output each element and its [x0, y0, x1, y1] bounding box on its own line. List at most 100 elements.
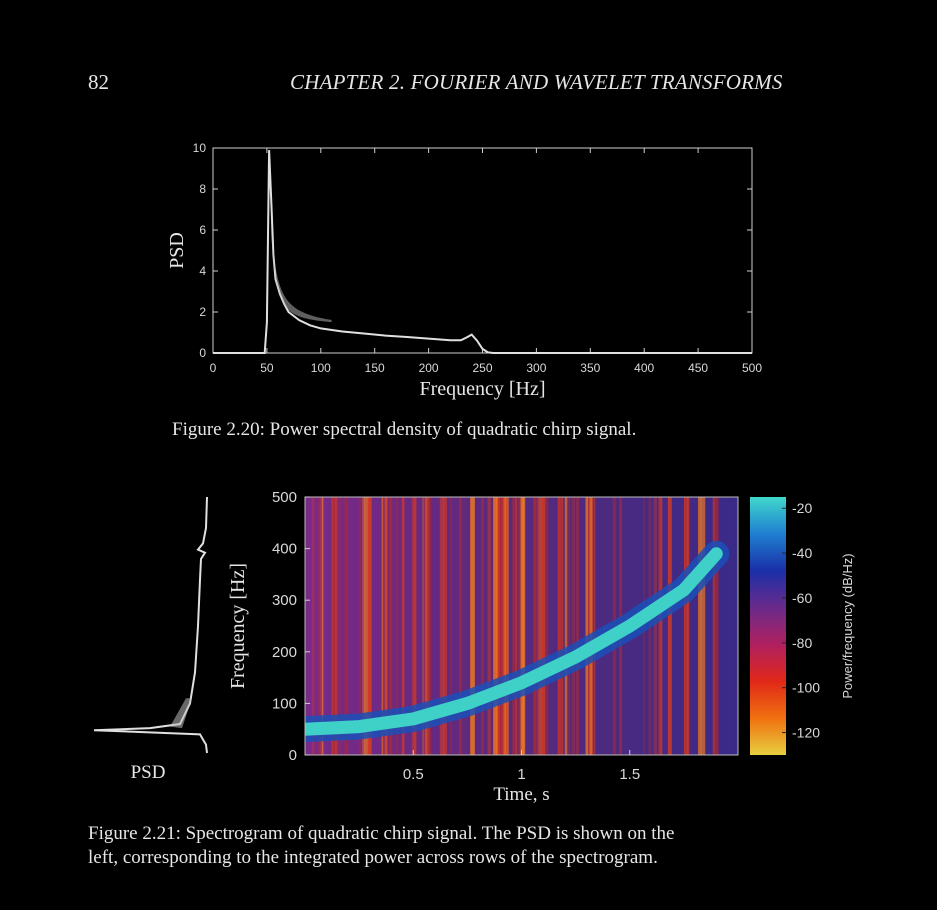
- spec-x-axis-label: Time, s: [493, 784, 549, 805]
- spectrogram-stripe: [522, 497, 526, 755]
- spectrogram-stripe: [496, 497, 498, 755]
- spectrogram-stripe: [383, 497, 389, 755]
- spec-y-tick-label: 300: [272, 592, 297, 609]
- spectrogram-stripe: [503, 497, 507, 755]
- spectrogram-stripe: [540, 497, 546, 755]
- chapter-title: CHAPTER 2. FOURIER AND WAVELET TRANSFORM…: [290, 70, 783, 94]
- psd-y-tick-label: 0: [199, 346, 206, 360]
- spec-y-tick-label: 500: [272, 489, 297, 506]
- spectrogram-stripe: [512, 497, 515, 755]
- spectrogram-stripe: [564, 497, 568, 755]
- spectrogram-stripe: [518, 497, 521, 755]
- spectrogram-stripe: [364, 497, 369, 755]
- figure-2-21-caption-line1: Figure 2.21: Spectrogram of quadratic ch…: [88, 823, 675, 844]
- spectrogram-stripe: [683, 497, 689, 755]
- spec-y-tick-label: 400: [272, 541, 297, 558]
- spectrogram-stripe: [515, 497, 518, 755]
- spectrogram-stripe: [335, 497, 338, 755]
- psd-x-tick-label: 350: [580, 361, 600, 375]
- spectrogram-stripe: [505, 497, 508, 755]
- colorbar: [750, 497, 786, 755]
- spectrogram-stripe: [423, 497, 429, 755]
- psd-plot-frame: [212, 147, 753, 354]
- side-psd-curve: [93, 496, 208, 754]
- colorbar-tick-label: -40: [792, 545, 812, 561]
- figure-2-20-caption: Figure 2.20: Power spectral density of q…: [172, 419, 637, 440]
- spectrogram-stripe: [520, 497, 525, 755]
- spectrogram-stripe: [358, 497, 362, 755]
- psd-y-tick-label: 2: [199, 305, 206, 319]
- spectrogram-stripe: [382, 497, 384, 755]
- spectrogram-stripe: [501, 497, 506, 755]
- colorbar-tick-label: -100: [792, 680, 820, 696]
- page-number: 82: [88, 70, 109, 94]
- spectrogram-stripe: [585, 497, 589, 755]
- figure-2-21-caption-line2: left, corresponding to the integrated po…: [88, 847, 658, 868]
- psd-y-tick-label: 4: [199, 264, 206, 278]
- spectrogram-stripe: [470, 497, 475, 755]
- psd-x-tick-label: 200: [419, 361, 439, 375]
- spectrogram-stripe: [684, 497, 687, 755]
- spec-x-tick-label: 1.5: [619, 766, 640, 783]
- spectrogram-stripe: [715, 497, 719, 755]
- spectrogram-stripe: [576, 497, 579, 755]
- psd-y-axis-label: PSD: [166, 232, 188, 269]
- spectrogram-stripe: [442, 497, 447, 755]
- spectrogram-stripe: [537, 497, 542, 755]
- spectrogram-stripe: [401, 497, 405, 755]
- spectrogram-stripe: [411, 497, 417, 755]
- spectrogram-stripe: [698, 497, 702, 755]
- chirp-ridge: [305, 547, 723, 736]
- spec-y-tick-label: 200: [272, 644, 297, 661]
- spectrogram-stripe: [332, 497, 336, 755]
- spectrogram-stripe: [362, 497, 365, 755]
- psd-x-tick-label: 300: [526, 361, 546, 375]
- colorbar-tick-label: -60: [792, 590, 812, 606]
- spectrogram-stripe: [450, 497, 452, 755]
- colorbar-tick-label: -80: [792, 635, 812, 651]
- spectrogram-stripe: [317, 497, 320, 755]
- spectrogram-stripe: [439, 497, 445, 755]
- spectrogram-stripe: [712, 497, 715, 755]
- psd-y-tick-label: 8: [199, 182, 206, 196]
- psd-series-line: [213, 150, 752, 354]
- spectrogram-stripe: [338, 497, 341, 755]
- spectrogram-stripe: [557, 497, 561, 755]
- spectrogram-stripe: [422, 497, 425, 755]
- spec-y-tick-label: 100: [272, 695, 297, 712]
- spectrogram-stripe: [331, 497, 335, 755]
- psd-x-tick-label: 0: [210, 361, 217, 375]
- colorbar-tick-label: -120: [792, 725, 820, 741]
- spectrogram-stripe: [395, 497, 399, 755]
- spectrogram-stripe: [545, 497, 549, 755]
- spectrogram-stripe: [573, 497, 575, 755]
- spectrogram-stripe: [533, 497, 539, 755]
- spectrogram-stripe: [459, 497, 462, 755]
- spectrogram-stripe: [481, 497, 484, 755]
- spectrogram-stripe: [487, 497, 491, 755]
- spectrogram-stripe: [589, 497, 593, 755]
- spectrogram-stripe: [493, 497, 497, 755]
- spectrogram-stripe: [571, 497, 574, 755]
- spectrogram-stripe: [658, 497, 663, 755]
- psd-x-axis-label: Frequency [Hz]: [419, 378, 545, 400]
- spectrogram-stripe: [311, 497, 315, 755]
- colorbar-label: Power/frequency (dB/Hz): [840, 553, 855, 698]
- spectrogram-stripe: [381, 497, 383, 755]
- spectrogram-stripe: [385, 497, 387, 755]
- psd-x-tick-label: 500: [742, 361, 762, 375]
- spectrogram-stripe: [653, 497, 658, 755]
- spectrogram-stripe: [500, 497, 505, 755]
- spectrogram-stripe: [567, 497, 571, 755]
- spectrogram-stripe: [319, 497, 322, 755]
- spectrogram-stripe: [587, 497, 589, 755]
- spectrogram-stripe: [667, 497, 672, 755]
- spec-x-tick-label: 1: [517, 766, 525, 783]
- spectrogram-stripe: [557, 497, 562, 755]
- spectrogram-stripe: [427, 497, 431, 755]
- spectrogram-stripe: [593, 497, 596, 755]
- psd-x-tick-label: 450: [688, 361, 708, 375]
- psd-x-tick-label: 250: [472, 361, 492, 375]
- psd-y-tick-label: 10: [193, 141, 207, 155]
